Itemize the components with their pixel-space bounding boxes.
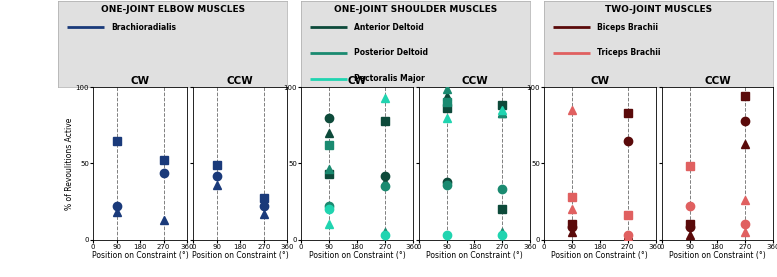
- Title: CCW: CCW: [704, 76, 731, 86]
- Text: Anterior Deltoid: Anterior Deltoid: [354, 23, 423, 32]
- Title: CCW: CCW: [227, 76, 253, 86]
- Text: Biceps Brachii: Biceps Brachii: [597, 23, 658, 32]
- Text: ONE-JOINT ELBOW MUSCLES: ONE-JOINT ELBOW MUSCLES: [101, 5, 245, 14]
- Text: Posterior Deltoid: Posterior Deltoid: [354, 48, 428, 57]
- Text: Brachioradialis: Brachioradialis: [111, 23, 176, 32]
- X-axis label: Position on Constraint (°): Position on Constraint (°): [552, 251, 648, 260]
- Text: ONE-JOINT SHOULDER MUSCLES: ONE-JOINT SHOULDER MUSCLES: [334, 5, 497, 14]
- Text: Triceps Brachii: Triceps Brachii: [597, 48, 660, 57]
- Text: TWO-JOINT MUSCLES: TWO-JOINT MUSCLES: [605, 5, 713, 14]
- X-axis label: Position on Constraint (°): Position on Constraint (°): [308, 251, 406, 260]
- X-axis label: Position on Constraint (°): Position on Constraint (°): [426, 251, 523, 260]
- X-axis label: Position on Constraint (°): Position on Constraint (°): [669, 251, 766, 260]
- X-axis label: Position on Constraint (°): Position on Constraint (°): [92, 251, 189, 260]
- Title: CW: CW: [591, 76, 609, 86]
- Y-axis label: % of Revoulitions Active: % of Revoulitions Active: [65, 117, 74, 210]
- Text: Pectoralis Major: Pectoralis Major: [354, 74, 424, 83]
- Title: CW: CW: [131, 76, 150, 86]
- X-axis label: Position on Constraint (°): Position on Constraint (°): [192, 251, 289, 260]
- Title: CCW: CCW: [461, 76, 488, 86]
- Title: CW: CW: [347, 76, 367, 86]
